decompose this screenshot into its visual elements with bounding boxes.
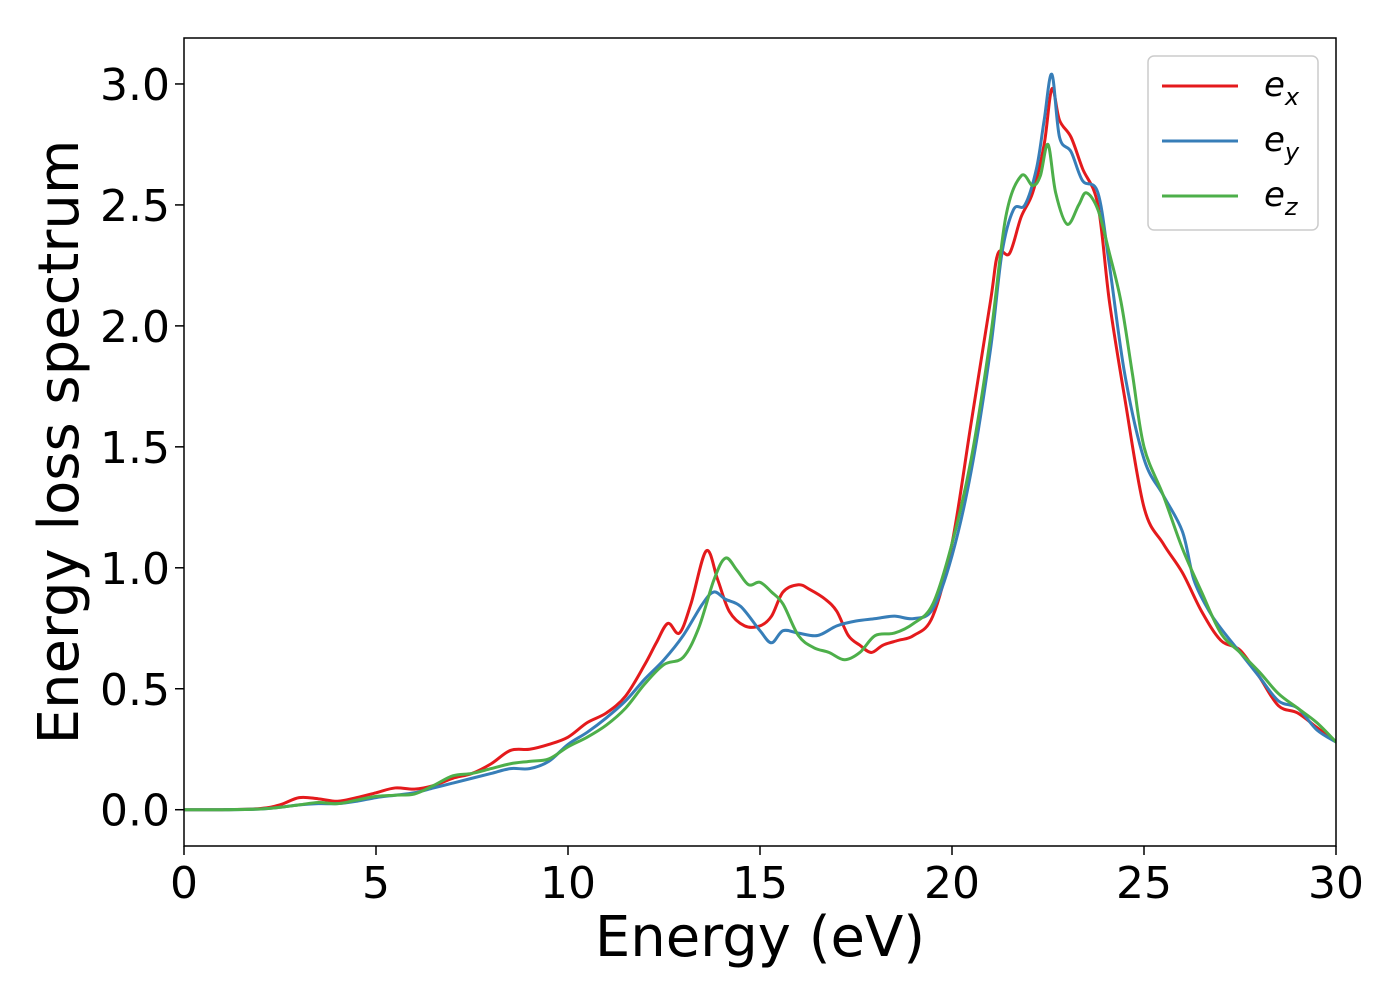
legend-label-z: ez xyxy=(1264,175,1299,221)
y-tick-label: 3.0 xyxy=(100,60,170,111)
x-tick-label: 20 xyxy=(924,858,980,909)
legend-label-x: ex xyxy=(1264,65,1300,111)
y-tick-label: 2.0 xyxy=(100,302,170,353)
x-axis-ticks: 0 5 10 15 20 25 30 xyxy=(170,846,1364,909)
y-axis-title: Energy loss spectrum xyxy=(27,140,92,745)
legend-label-y: ey xyxy=(1264,120,1300,166)
x-tick-label: 5 xyxy=(362,858,390,909)
series-line-x xyxy=(184,87,1336,812)
y-tick-label: 1.0 xyxy=(100,544,170,595)
y-tick-label: 0.5 xyxy=(100,665,170,716)
x-tick-label: 15 xyxy=(732,858,788,909)
y-tick-label: 2.5 xyxy=(100,181,170,232)
y-axis-ticks: 0.0 0.5 1.0 1.5 2.0 2.5 3.0 xyxy=(100,60,184,837)
y-tick-label: 1.5 xyxy=(100,423,170,474)
series-line-y xyxy=(184,72,1336,812)
plot-lines xyxy=(184,72,1336,812)
x-axis-title: Energy (eV) xyxy=(595,905,925,970)
y-tick-label: 0.0 xyxy=(100,786,170,837)
legend-items: ex ey ez xyxy=(1162,65,1300,221)
legend-box xyxy=(1147,55,1319,231)
x-tick-label: 0 xyxy=(170,858,198,909)
series-line-z xyxy=(184,142,1336,812)
x-tick-label: 25 xyxy=(1116,858,1172,909)
legend: ex ey ez xyxy=(1147,55,1319,231)
x-tick-label: 10 xyxy=(540,858,596,909)
x-tick-label: 30 xyxy=(1308,858,1364,909)
